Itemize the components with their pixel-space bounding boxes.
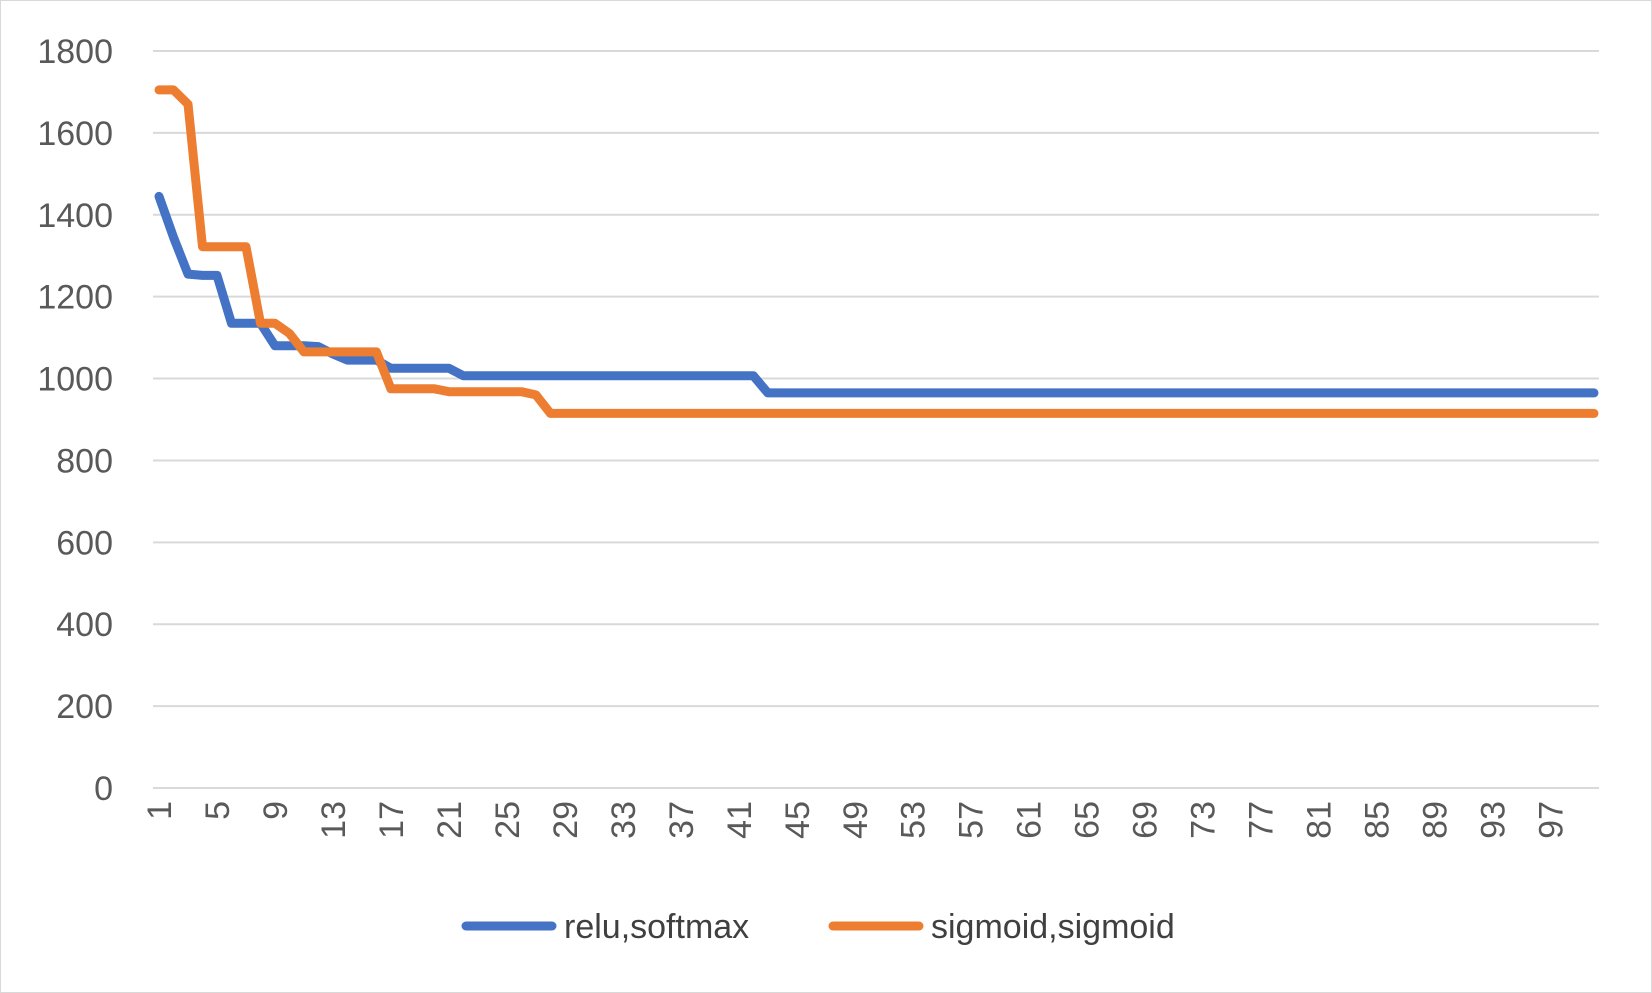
x-tick-label: 29: [547, 801, 585, 839]
x-tick-label: 21: [431, 801, 469, 839]
x-tick-label: 1: [141, 801, 179, 820]
legend-label-sigmoid-sigmoid: sigmoid,sigmoid: [931, 908, 1175, 946]
x-tick-label: 57: [953, 801, 991, 839]
y-tick-label: 200: [56, 688, 113, 726]
y-tick-label: 1000: [37, 361, 113, 399]
y-axis-tick-labels: 0 200 400 600 800 1000 1200 1400 1600 1800: [37, 33, 113, 808]
x-tick-label: 5: [199, 801, 237, 820]
gridlines: [153, 50, 1599, 789]
legend-label-relu-softmax: relu,softmax: [564, 908, 749, 946]
x-tick-label: 13: [315, 801, 353, 839]
x-tick-label: 93: [1475, 801, 1513, 839]
y-tick-label: 600: [56, 524, 113, 562]
x-axis-tick-labels: 1 5 9 13 17 21 25 29 33 37 41 45 49 53 57 61 65 69 73 77 81 8…: [141, 801, 1571, 839]
x-tick-label: 37: [663, 801, 701, 839]
x-tick-label: 85: [1359, 801, 1397, 839]
series-line-sigmoid-sigmoid: [154, 85, 1599, 418]
x-tick-label: 73: [1185, 801, 1223, 839]
y-tick-label: 1800: [37, 33, 113, 71]
x-tick-label: 77: [1243, 801, 1281, 839]
x-tick-label: 25: [489, 801, 527, 839]
x-tick-label: 9: [257, 801, 295, 820]
x-tick-label: 49: [837, 801, 875, 839]
x-tick-label: 33: [605, 801, 643, 839]
x-tick-label: 97: [1533, 801, 1571, 839]
y-tick-label: 1400: [37, 197, 113, 235]
y-tick-label: 400: [56, 606, 113, 644]
y-tick-label: 0: [94, 770, 113, 808]
x-tick-label: 89: [1417, 801, 1455, 839]
legend: relu,softmax sigmoid,sigmoid: [461, 908, 1175, 946]
series-lines: [154, 85, 1599, 418]
x-tick-label: 61: [1011, 801, 1049, 839]
x-tick-label: 81: [1301, 801, 1339, 839]
x-tick-label: 53: [895, 801, 933, 839]
x-tick-label: 69: [1127, 801, 1165, 839]
x-tick-label: 45: [779, 801, 817, 839]
y-tick-label: 800: [56, 442, 113, 480]
y-tick-label: 1200: [37, 279, 113, 317]
x-tick-label: 65: [1069, 801, 1107, 839]
x-tick-label: 41: [721, 801, 759, 839]
series-line-relu-softmax: [154, 191, 1599, 398]
x-tick-label: 17: [373, 801, 411, 839]
y-tick-label: 1600: [37, 115, 113, 153]
